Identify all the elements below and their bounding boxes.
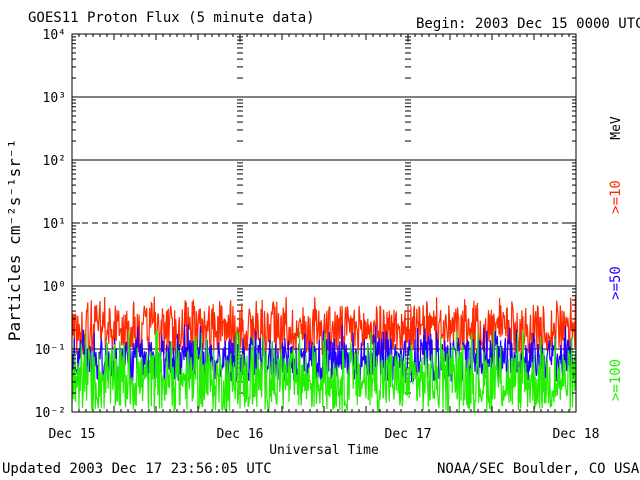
series-layer [71, 296, 576, 413]
chart-title: GOES11 Proton Flux (5 minute data) [28, 10, 315, 26]
x-tick-label: Dec 18 [553, 427, 600, 442]
y-tick-label: 10⁻¹ [35, 343, 66, 358]
y-tick-label: 10⁴ [43, 28, 66, 43]
y-axis-label: Particles cm⁻²s⁻¹sr⁻¹ [5, 139, 24, 341]
legend-unit: MeV [609, 116, 624, 140]
y-tick-label: 10² [43, 154, 66, 169]
y-tick-label: 10³ [43, 91, 66, 106]
legend: >=10 >=50 >=100 MeV [608, 116, 624, 401]
legend-entry: >=10 [608, 180, 624, 214]
begin-date-label: Begin: 2003 Dec 15 0000 UTC [416, 16, 640, 32]
x-axis: Dec 15 Dec 16 Dec 17 Dec 18 [49, 34, 600, 442]
x-tick-label: Dec 15 [49, 427, 96, 442]
x-tick-label: Dec 16 [217, 427, 264, 442]
y-tick-label: 10⁻² [35, 406, 66, 421]
x-tick-label: Dec 17 [385, 427, 432, 442]
updated-timestamp: Updated 2003 Dec 17 23:56:05 UTC [2, 461, 272, 477]
data-source: NOAA/SEC Boulder, CO USA [437, 461, 640, 477]
series-line-2 [71, 329, 576, 413]
legend-entry: >=50 [608, 266, 624, 300]
legend-entry: >=100 [608, 359, 624, 401]
y-tick-label: 10⁰ [43, 280, 66, 295]
y-tick-label: 10¹ [43, 217, 66, 232]
x-axis-label: Universal Time [269, 443, 379, 458]
